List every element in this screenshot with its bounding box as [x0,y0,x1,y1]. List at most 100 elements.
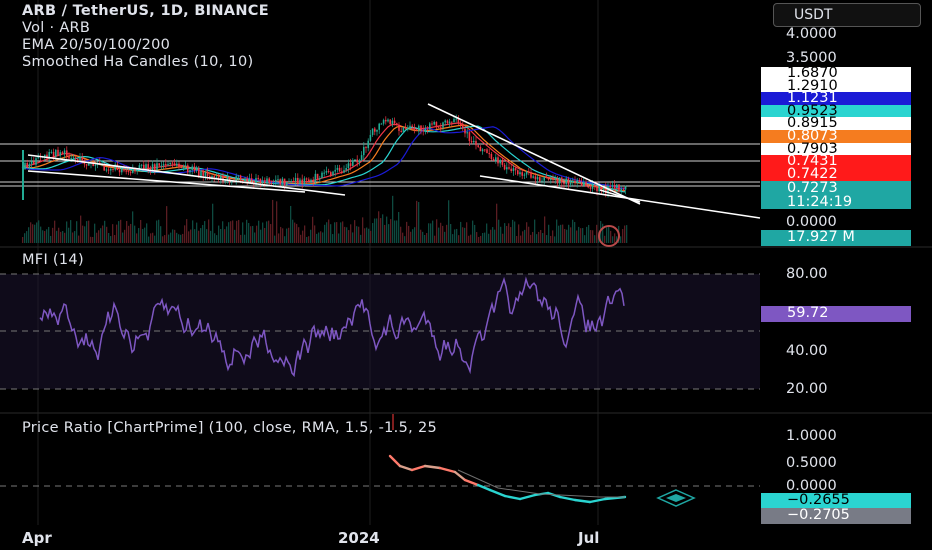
ratio-line-segment [388,454,402,468]
candle-body [519,172,521,175]
candle-body [154,164,156,171]
trendlines[interactable] [27,103,761,219]
candle-body [345,168,347,171]
candle-body [455,118,457,120]
candle-body [228,177,231,182]
candle-body [103,164,105,171]
candle-body [30,161,33,164]
ratio-line-segment [453,470,467,482]
ema-legend[interactable]: EMA 20/50/100/200 [22,37,171,53]
candle-body [171,162,174,164]
volume-bar [390,219,392,243]
volume-bar [268,220,270,243]
candle-body [116,164,119,171]
volume-bar [568,224,570,243]
volume-bar [578,226,580,243]
candle-body [422,129,424,132]
volume-bar [190,229,192,243]
candle-body [446,120,449,124]
volume-bar [436,219,438,243]
candle-body [336,167,339,170]
volume-bar [458,235,460,243]
candle-body [415,129,418,131]
volume-legend[interactable]: Vol · ARB [22,20,91,36]
candle-body [334,169,336,172]
candle-body [534,176,537,180]
candle-body [618,184,620,191]
volume-bar [358,226,360,243]
volume-bar [118,221,120,243]
candle-body [198,168,200,177]
volume-bar [324,224,326,243]
currency-button[interactable]: USDT [773,3,921,27]
volume-bar [86,221,88,243]
candle-body [569,182,572,185]
volume-bar [562,224,564,243]
candle-body [37,156,39,159]
volume-bar [316,233,318,243]
candle-body [332,171,334,176]
last-price-tag: 0.7273 11:24:19 [761,181,911,209]
candle-body [169,162,171,165]
volume-bar [370,230,372,243]
ratio-line-segment [503,494,522,501]
volume-bar [482,233,484,243]
candle-body [140,164,143,166]
candle-body [330,172,332,176]
volume-bar [36,222,38,243]
trendline [27,154,346,196]
volume-bar [68,227,70,243]
candle-body [110,168,112,171]
volume-bar [364,228,366,243]
volume-bar [476,232,478,243]
candle-body [459,122,462,126]
volume-bar [526,222,528,243]
volume-bar [136,233,138,243]
volume-bar [236,220,238,243]
symbol-title[interactable]: ARB / TetherUS, 1D, BINANCE [22,3,269,19]
volume-bar [206,229,208,243]
volume-bar [50,235,52,243]
volume-bar [202,225,204,243]
volume-bar [238,219,240,243]
candle-body [250,178,253,181]
volume-bar [584,235,586,243]
candle-body [173,163,176,166]
ratio-tick: 0.0000 [786,478,837,494]
candle-body [363,146,365,156]
candle-body [360,155,363,161]
candle-body [354,159,356,161]
candle-body [466,132,468,134]
pane-dividers[interactable] [0,246,932,414]
mfi-tick: 40.00 [786,343,828,359]
candle-body [435,121,438,127]
alert-icon[interactable] [598,225,620,247]
volume-bar [580,228,582,243]
volume-bar [92,236,94,243]
ratio-line-segment [558,495,577,502]
candle-body [525,171,528,175]
volume-bar [320,231,322,243]
trendline [427,103,641,205]
candle-body [26,162,28,168]
candle-body [514,168,517,171]
volume-bar [64,232,66,243]
volume-bar [502,233,504,243]
candle-body [270,183,273,185]
candle-body [374,128,376,132]
ha-candles-legend[interactable]: Smoothed Ha Candles (10, 10) [22,54,254,70]
volume-bar [534,219,536,243]
volume-bar [44,231,46,243]
volume-bar [376,218,378,243]
mfi-title[interactable]: MFI (14) [22,252,84,268]
candle-body [259,178,262,183]
candle-body [558,177,561,184]
volume-bar [380,218,382,243]
candle-body [490,153,493,159]
price-ratio-title[interactable]: Price Ratio [ChartPrime] (100, close, RM… [22,420,437,436]
volume-bar [528,226,530,243]
volume-bar [424,234,426,243]
candle-body [70,157,72,159]
price-level-tag: 0.8915 [761,116,911,131]
